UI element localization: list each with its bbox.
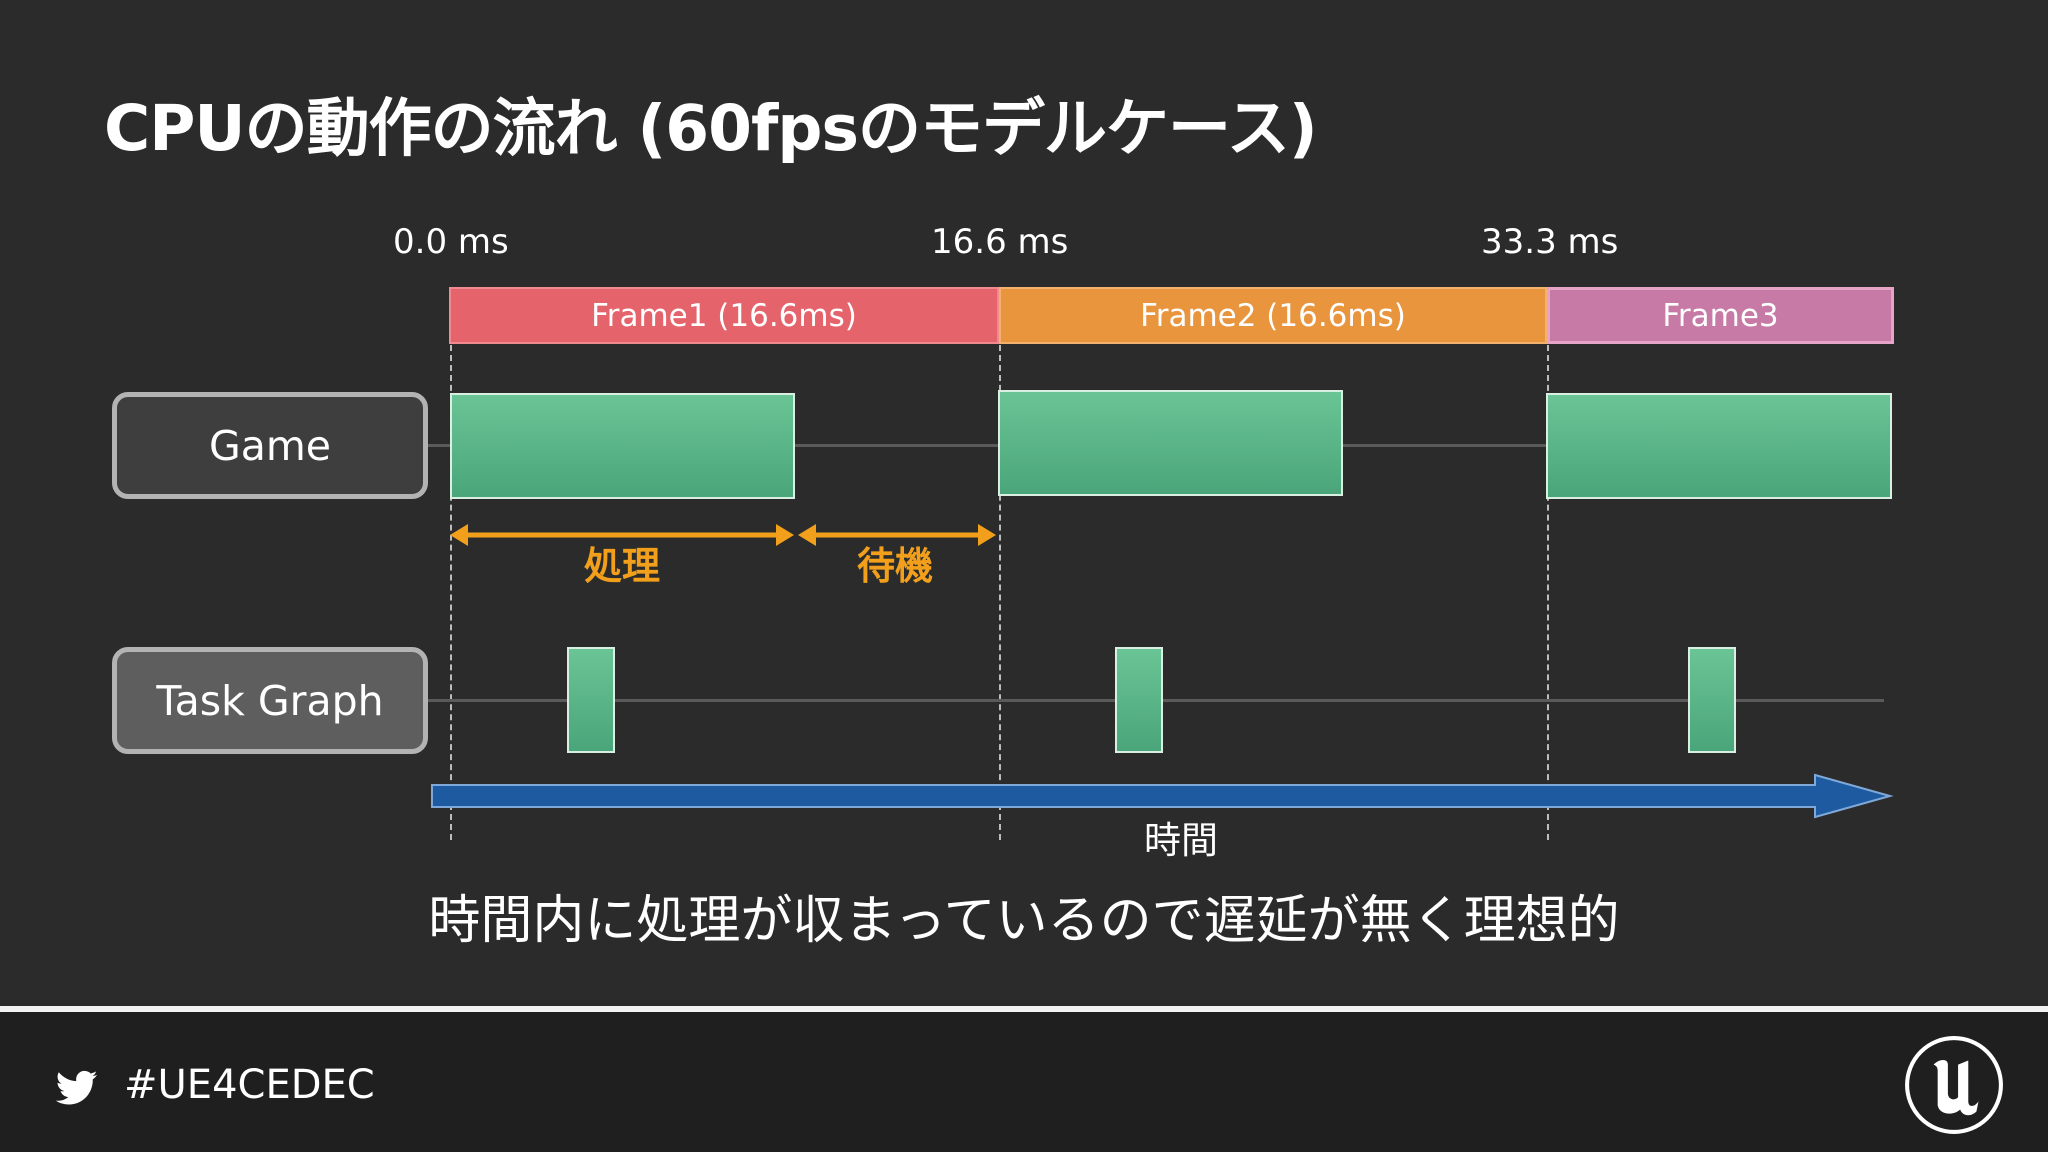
- track-label-task-graph: Task Graph: [112, 647, 428, 754]
- frame-boundary-1: [999, 345, 1001, 840]
- frame-boundary-0: [450, 345, 452, 840]
- frame-boundary-2: [1547, 345, 1549, 840]
- footer-bar: [0, 1012, 2048, 1152]
- task-block-frame3: [1688, 647, 1736, 753]
- game-block-frame3: [1546, 393, 1892, 499]
- task-block-frame2: [1115, 647, 1163, 753]
- track-label-game: Game: [112, 392, 428, 499]
- slide-subtitle: 時間内に処理が収まっているので遅延が無く理想的: [428, 891, 1620, 951]
- time-axis-arrow: [431, 773, 1894, 819]
- waiting-arrow: [798, 524, 996, 546]
- slide-title: CPUの動作の流れ (60fpsのモデルケース): [104, 92, 1318, 165]
- game-block-frame1: [450, 393, 795, 499]
- twitter-bird-icon: [56, 1070, 98, 1105]
- frame-bar-3: Frame3: [1547, 287, 1894, 344]
- frame-bar-2: Frame2 (16.6ms): [999, 287, 1547, 344]
- processing-arrow: [450, 524, 794, 546]
- frame-bar-1: Frame1 (16.6ms): [449, 287, 999, 344]
- processing-label: 処理: [584, 544, 661, 588]
- event-hashtag: #UE4CEDEC: [124, 1062, 375, 1108]
- waiting-label: 待機: [857, 544, 934, 588]
- time-marker-16ms: 16.6 ms: [931, 222, 1069, 262]
- time-axis-label: 時間: [1144, 819, 1218, 862]
- game-block-frame2: [998, 390, 1343, 496]
- footer-divider: [0, 1006, 2048, 1012]
- unreal-engine-logo-icon: [1905, 1036, 2003, 1134]
- time-marker-33ms: 33.3 ms: [1481, 222, 1619, 262]
- time-marker-0ms: 0.0 ms: [393, 222, 509, 262]
- task-block-frame1: [567, 647, 615, 753]
